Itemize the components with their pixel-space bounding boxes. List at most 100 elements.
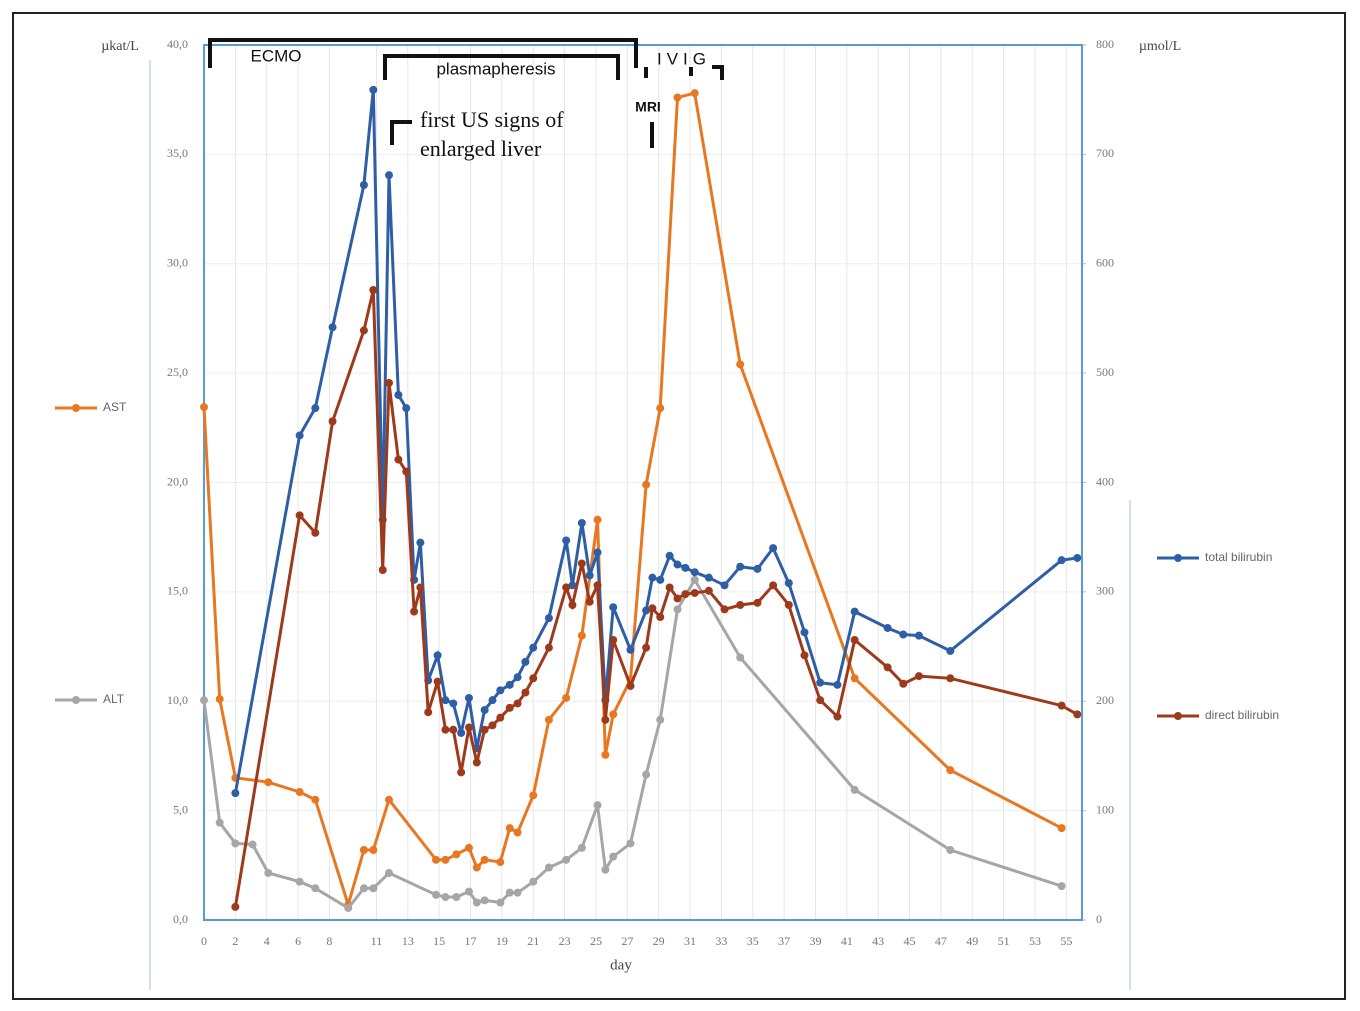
x-tick-label: 8 bbox=[326, 934, 332, 948]
y-tick-label: 0,0 bbox=[173, 912, 188, 926]
data-point bbox=[816, 678, 825, 687]
x-tick-label: 25 bbox=[590, 934, 602, 948]
data-point bbox=[410, 607, 419, 616]
data-point bbox=[656, 715, 665, 724]
data-point bbox=[601, 865, 610, 874]
plasmapheresis-bracket bbox=[383, 54, 620, 80]
x-tick-label: 29 bbox=[653, 934, 665, 948]
data-point bbox=[850, 674, 859, 683]
data-point bbox=[359, 884, 368, 893]
data-point bbox=[496, 713, 505, 722]
data-point bbox=[736, 653, 745, 662]
data-point bbox=[449, 699, 458, 708]
y2-tick-label: 800 bbox=[1096, 37, 1114, 51]
data-point bbox=[441, 893, 450, 902]
data-point bbox=[946, 646, 955, 655]
data-point bbox=[593, 548, 602, 557]
legend-label: AST bbox=[103, 400, 127, 414]
x-tick-label: 11 bbox=[371, 934, 383, 948]
data-point bbox=[480, 855, 489, 864]
y-tick-label: 20,0 bbox=[167, 474, 188, 488]
data-point bbox=[568, 601, 577, 609]
data-point bbox=[1057, 701, 1066, 710]
data-point bbox=[344, 903, 353, 912]
data-point bbox=[433, 651, 442, 660]
data-point bbox=[562, 583, 571, 592]
data-point bbox=[513, 828, 522, 837]
data-point bbox=[311, 528, 320, 537]
data-point bbox=[433, 677, 442, 686]
x-tick-label: 45 bbox=[904, 934, 916, 948]
data-point bbox=[472, 758, 481, 767]
data-point bbox=[816, 696, 825, 705]
data-point bbox=[753, 564, 762, 573]
data-point bbox=[562, 536, 571, 545]
data-point bbox=[521, 657, 530, 666]
data-point bbox=[626, 645, 635, 654]
data-point bbox=[850, 636, 859, 644]
data-point bbox=[593, 515, 602, 524]
data-point bbox=[480, 896, 489, 905]
data-point bbox=[311, 795, 320, 804]
data-point bbox=[215, 818, 224, 827]
data-point bbox=[609, 603, 618, 612]
data-point bbox=[690, 89, 699, 98]
data-point bbox=[626, 681, 635, 690]
series-line bbox=[202, 91, 1063, 910]
data-point bbox=[359, 846, 368, 854]
data-point bbox=[883, 623, 892, 632]
data-point bbox=[609, 852, 618, 861]
data-point bbox=[496, 858, 505, 867]
data-point bbox=[295, 877, 304, 886]
data-point bbox=[769, 544, 778, 553]
data-point bbox=[215, 695, 224, 704]
x-tick-label: 39 bbox=[809, 934, 821, 948]
y2-tick-label: 0 bbox=[1096, 912, 1102, 926]
data-point bbox=[529, 791, 538, 800]
data-point bbox=[833, 680, 842, 689]
data-point bbox=[359, 181, 368, 189]
data-point bbox=[488, 721, 497, 730]
data-point bbox=[231, 789, 240, 798]
data-point bbox=[656, 404, 665, 413]
ecmo-bracket bbox=[208, 38, 638, 68]
x-tick-label: 4 bbox=[264, 934, 270, 948]
y-tick-label: 25,0 bbox=[167, 365, 188, 379]
x-tick-label: 41 bbox=[841, 934, 853, 948]
series-line bbox=[233, 289, 1079, 908]
data-point bbox=[1057, 882, 1066, 891]
data-point bbox=[1073, 553, 1082, 562]
data-point bbox=[642, 480, 651, 489]
data-point bbox=[311, 404, 320, 413]
data-point bbox=[914, 631, 923, 640]
data-point bbox=[464, 887, 473, 896]
data-point bbox=[441, 725, 450, 734]
data-point bbox=[529, 643, 538, 652]
x-tick-label: 23 bbox=[559, 934, 571, 948]
data-point bbox=[402, 467, 411, 476]
annotation: ECMO bbox=[251, 46, 302, 65]
data-point bbox=[681, 563, 690, 572]
data-point bbox=[200, 403, 208, 412]
x-tick-label: 31 bbox=[684, 934, 696, 948]
data-point bbox=[736, 562, 745, 571]
data-point bbox=[642, 606, 651, 615]
data-point bbox=[544, 614, 553, 623]
data-point bbox=[457, 728, 466, 737]
data-point bbox=[359, 326, 368, 335]
x-tick-label: 51 bbox=[998, 934, 1010, 948]
annotation: IVIG bbox=[657, 49, 711, 68]
brackets bbox=[208, 38, 724, 148]
x-tick-label: 15 bbox=[433, 934, 445, 948]
data-point bbox=[464, 723, 473, 732]
data-point bbox=[328, 417, 337, 426]
ivig-marks bbox=[644, 65, 724, 148]
data-point bbox=[505, 824, 514, 833]
data-point bbox=[833, 712, 842, 721]
data-point bbox=[513, 888, 522, 897]
y2-tick-label: 400 bbox=[1096, 474, 1114, 488]
y-axis-label: µkat/L bbox=[101, 39, 139, 54]
data-point bbox=[328, 323, 337, 332]
data-point bbox=[577, 631, 586, 640]
